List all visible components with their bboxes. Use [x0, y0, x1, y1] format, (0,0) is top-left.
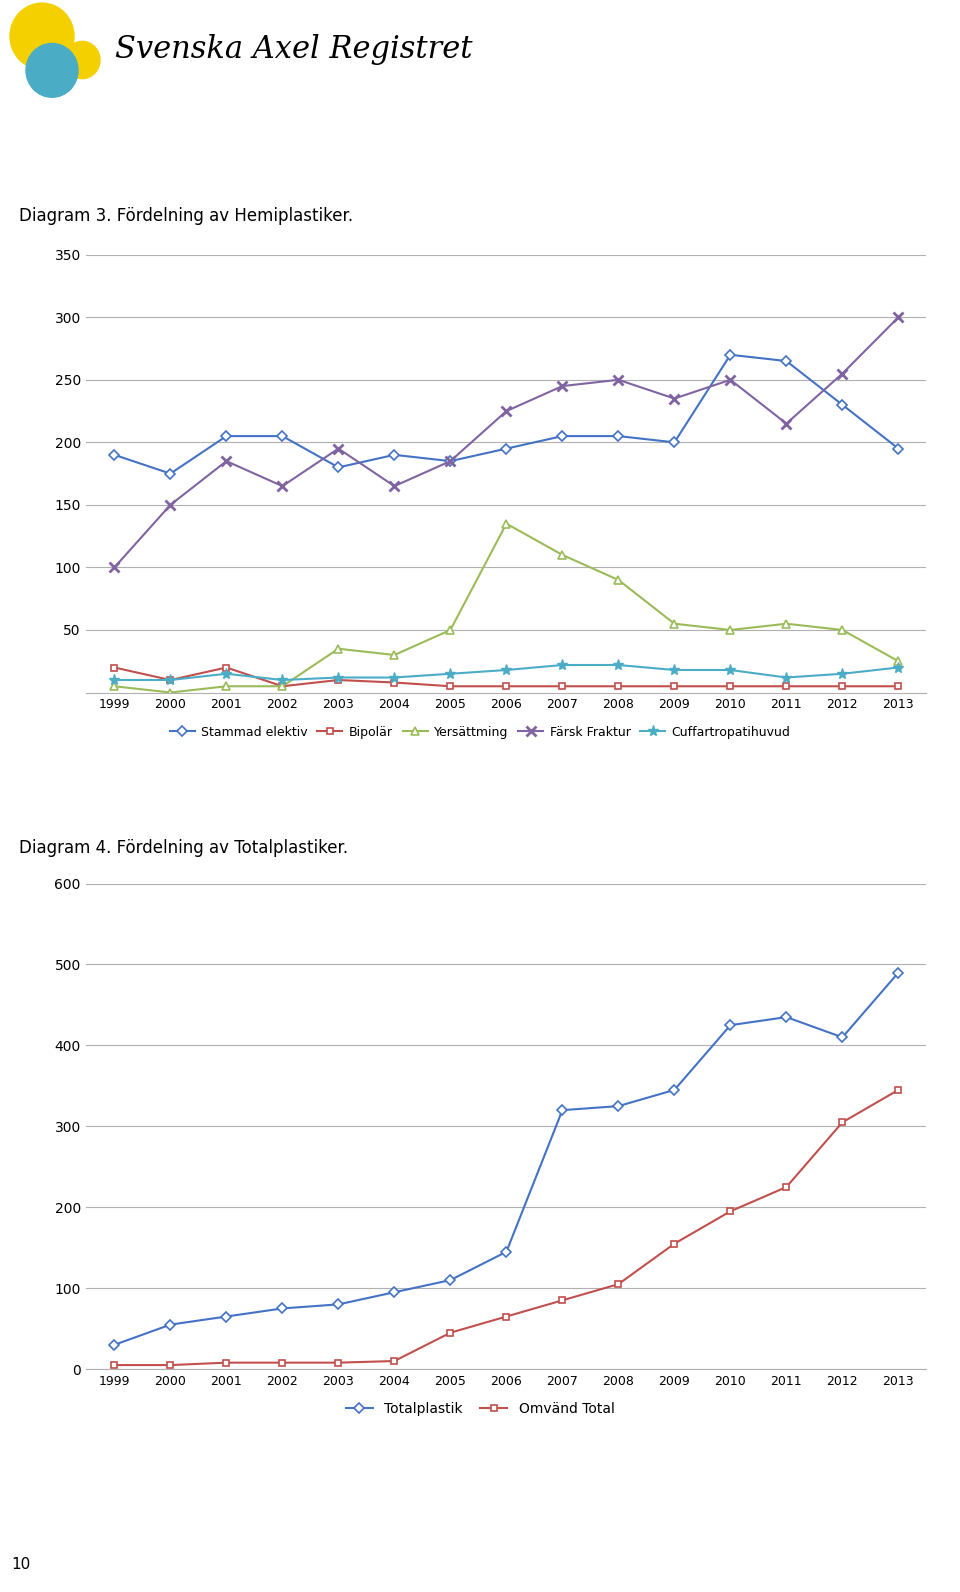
Legend: Stammad elektiv, Bipolär, Yersättming, Färsk Fraktur, Cuffartropatihuvud: Stammad elektiv, Bipolär, Yersättming, F… — [164, 721, 796, 743]
Legend: Totalplastik, Omvänd Total: Totalplastik, Omvänd Total — [340, 1396, 620, 1422]
Text: Diagram 4. Fördelning av Totalplastiker.: Diagram 4. Fördelning av Totalplastiker. — [19, 839, 348, 856]
Text: Diagram 3. Fördelning av Hemiplastiker.: Diagram 3. Fördelning av Hemiplastiker. — [19, 207, 353, 224]
Circle shape — [26, 43, 78, 97]
Circle shape — [10, 3, 74, 70]
Circle shape — [64, 41, 100, 78]
Text: 10: 10 — [12, 1557, 31, 1571]
Text: Svenska Axel Registret: Svenska Axel Registret — [115, 33, 472, 65]
